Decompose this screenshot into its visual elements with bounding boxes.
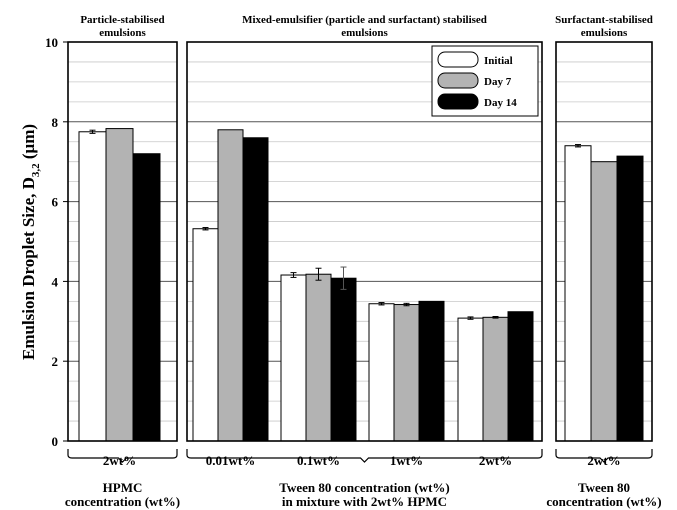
bar-initial — [368, 303, 395, 442]
legend-label: Day 14 — [484, 97, 517, 109]
bar-day-14 — [507, 311, 534, 442]
group-brace — [67, 449, 178, 463]
bar-day-7 — [305, 273, 332, 442]
legend-label: Day 7 — [484, 76, 512, 88]
bar-initial — [457, 317, 484, 442]
legend: Initial Day 7 Day 14 — [431, 45, 539, 117]
y-tick-label: 2 — [52, 354, 59, 369]
bar-day-14 — [330, 277, 357, 442]
legend-label: Initial — [484, 55, 513, 67]
panel-title: Surfactant-stabilised — [555, 14, 653, 26]
bar-day-7 — [482, 316, 509, 442]
panel-title: emulsions — [581, 27, 628, 39]
panel-title: emulsions — [341, 27, 388, 39]
labels: Particle-stabilisedemulsions2wt%HPMCconc… — [65, 14, 662, 509]
panel-frame — [186, 41, 543, 442]
y-tick-label: 0 — [52, 434, 59, 449]
group-label: concentration (wt%) — [65, 494, 180, 509]
category-label: 1wt% — [390, 453, 423, 468]
bar-day-7 — [393, 304, 420, 442]
group-label: HPMC — [103, 480, 143, 495]
category-label: 2wt% — [103, 453, 136, 468]
panel-title: Mixed-emulsifier (particle and surfactan… — [242, 14, 487, 26]
bar-initial — [192, 228, 219, 442]
panel-title: emulsions — [99, 27, 146, 39]
group-label: in mixture with 2wt% HPMC — [282, 494, 447, 509]
bar-day-7 — [590, 161, 618, 442]
y-tick-label: 4 — [52, 274, 59, 289]
panel-frames — [67, 41, 653, 442]
bar-day-14 — [242, 137, 269, 442]
bar-day-7 — [217, 129, 244, 442]
y-axis-label: Emulsion Droplet Size, D3,2 (μm) — [19, 124, 42, 360]
legend-swatch-initial — [437, 51, 479, 68]
group-brace — [186, 449, 543, 463]
legend-swatch-day-7 — [437, 72, 479, 89]
category-label: 0.1wt% — [297, 453, 340, 468]
y-tick-label: 10 — [45, 35, 58, 50]
y-tick-label: 6 — [52, 195, 59, 210]
bar-day-7 — [105, 128, 134, 442]
panel-frame — [67, 41, 178, 442]
y-tick-label: 8 — [52, 115, 59, 130]
bar-initial — [78, 131, 107, 442]
group-label: concentration (wt%) — [546, 494, 661, 509]
bar-initial — [564, 145, 592, 442]
y-ticks: 0 2 4 6 8 10 — [45, 35, 68, 449]
group-brace — [555, 449, 653, 463]
bar-day-14 — [418, 300, 445, 442]
group-label: Tween 80 — [578, 480, 630, 495]
category-label: 0.01wt% — [206, 453, 255, 468]
category-label: 2wt% — [587, 453, 620, 468]
bar-day-14 — [616, 155, 644, 442]
group-label: Tween 80 concentration (wt%) — [279, 480, 450, 495]
bar-day-14 — [132, 153, 161, 442]
panel-title: Particle-stabilised — [80, 14, 164, 26]
bars — [78, 128, 644, 442]
bar-initial — [280, 274, 307, 442]
category-label: 2wt% — [479, 453, 512, 468]
panel-frame — [555, 41, 653, 442]
y-axis-label-subscript: 3,2 — [30, 163, 42, 177]
legend-swatch-day-14 — [437, 93, 479, 110]
